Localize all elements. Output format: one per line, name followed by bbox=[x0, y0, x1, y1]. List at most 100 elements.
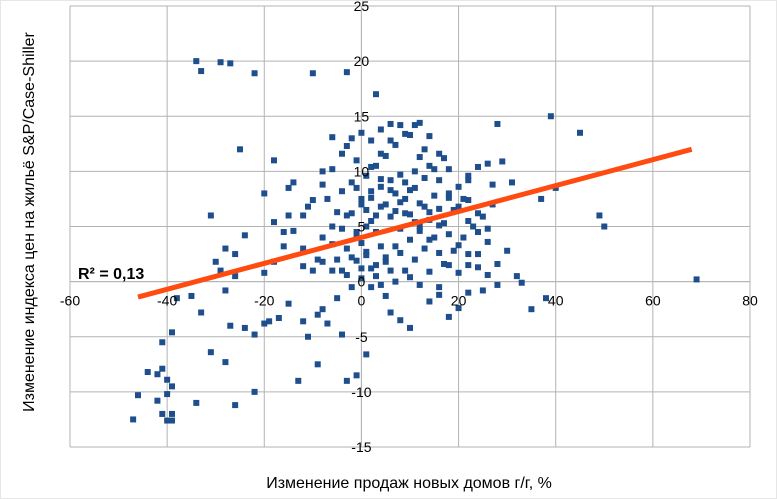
scatter-point bbox=[426, 236, 433, 243]
scatter-point bbox=[227, 60, 234, 67]
scatter-point bbox=[314, 256, 321, 263]
y-tick-label: -10 bbox=[351, 384, 371, 400]
scatter-point bbox=[387, 177, 394, 184]
scatter-point bbox=[154, 397, 161, 404]
y-tick-label: 0 bbox=[358, 274, 366, 290]
scatter-point bbox=[207, 212, 214, 219]
scatter-point bbox=[319, 258, 326, 265]
scatter-point bbox=[368, 188, 375, 195]
scatter-point bbox=[319, 234, 326, 241]
scatter-point bbox=[426, 133, 433, 140]
scatter-point bbox=[285, 184, 292, 191]
x-tick-label: 80 bbox=[742, 293, 758, 309]
scatter-point bbox=[421, 203, 428, 210]
scatter-point bbox=[455, 203, 462, 210]
scatter-point bbox=[368, 137, 375, 144]
scatter-point bbox=[693, 276, 700, 283]
y-tick-label: 10 bbox=[354, 163, 370, 179]
scatter-point bbox=[377, 243, 384, 250]
scatter-point bbox=[164, 417, 171, 424]
y-tick-label: 20 bbox=[354, 53, 370, 69]
scatter-point bbox=[484, 238, 491, 245]
scatter-point bbox=[319, 181, 326, 188]
scatter-point bbox=[465, 251, 472, 258]
scatter-point bbox=[339, 188, 345, 195]
scatter-point bbox=[368, 265, 375, 272]
scatter-point bbox=[596, 212, 603, 219]
scatter-point bbox=[135, 392, 141, 399]
scatter-point bbox=[275, 315, 282, 322]
scatter-point bbox=[251, 70, 258, 77]
scatter-point bbox=[373, 91, 379, 98]
scatter-point bbox=[169, 383, 175, 390]
tick-labels: -60 -40 -20 0 20 40 60 80 -15 -10 -5 0 5 10 15 20 25 bbox=[60, 0, 758, 455]
scatter-point bbox=[445, 190, 452, 197]
scatter-point bbox=[382, 254, 389, 261]
scatter-point bbox=[222, 245, 229, 252]
scatter-point bbox=[217, 59, 224, 66]
scatter-point bbox=[358, 275, 365, 282]
scatter-point bbox=[358, 265, 365, 272]
scatter-point bbox=[528, 306, 535, 313]
scatter-point bbox=[212, 258, 219, 265]
scatter-point bbox=[309, 197, 316, 204]
scatter-point bbox=[353, 257, 360, 264]
scatter-point bbox=[392, 243, 399, 250]
scatter-point bbox=[353, 229, 360, 236]
scatter-point bbox=[387, 120, 394, 127]
scatter-point bbox=[319, 168, 326, 175]
scatter-point bbox=[411, 168, 418, 175]
scatter-point bbox=[421, 245, 428, 252]
scatter-point bbox=[426, 268, 433, 275]
scatter-point bbox=[392, 278, 399, 285]
scatter-point bbox=[470, 223, 477, 230]
scatter-point bbox=[397, 249, 404, 256]
scatter-point bbox=[416, 119, 423, 126]
scatter-point bbox=[479, 287, 486, 294]
scatter-point bbox=[450, 206, 457, 213]
scatter-point bbox=[207, 349, 214, 356]
scatter-point bbox=[343, 69, 350, 76]
scatter-point bbox=[509, 179, 515, 186]
scatter-point bbox=[188, 292, 195, 299]
scatter-point bbox=[445, 166, 452, 173]
scatter-point bbox=[475, 210, 481, 217]
axes bbox=[70, 6, 750, 447]
scatter-point bbox=[382, 201, 389, 208]
scatter-point bbox=[460, 195, 467, 202]
scatter-point bbox=[484, 225, 491, 232]
scatter-point bbox=[387, 187, 394, 194]
scatter-point bbox=[339, 267, 345, 274]
scatter-point bbox=[377, 176, 384, 183]
scatter-point bbox=[407, 131, 413, 138]
r-squared-annotation: R² = 0,13 bbox=[78, 266, 144, 283]
scatter-point bbox=[353, 372, 360, 379]
scatter-point bbox=[601, 223, 608, 230]
scatter-point bbox=[436, 222, 443, 229]
scatter-point bbox=[241, 324, 248, 331]
scatter-point bbox=[373, 262, 379, 269]
scatter-point bbox=[368, 163, 375, 170]
scatter-point bbox=[455, 242, 462, 249]
scatter-point bbox=[426, 298, 433, 305]
scatter-point bbox=[285, 212, 292, 219]
scatter-point bbox=[271, 219, 277, 226]
scatter-point bbox=[436, 177, 443, 184]
x-tick-label: 20 bbox=[451, 293, 467, 309]
scatter-point bbox=[499, 158, 506, 165]
scatter-point bbox=[373, 273, 379, 280]
scatter-point bbox=[504, 247, 511, 254]
scatter-point bbox=[290, 179, 297, 186]
scatter-point bbox=[392, 208, 399, 215]
scatter-point bbox=[445, 313, 452, 320]
x-tick-label: 0 bbox=[358, 293, 366, 309]
scatter-point bbox=[475, 163, 481, 170]
y-tick-label: 25 bbox=[354, 0, 370, 14]
scatter-point bbox=[130, 416, 137, 423]
scatter-point bbox=[300, 245, 307, 252]
scatter-point bbox=[169, 417, 175, 424]
scatter-point bbox=[484, 160, 491, 167]
scatter-point bbox=[450, 247, 457, 254]
scatter-point bbox=[431, 192, 438, 199]
scatter-point bbox=[387, 309, 394, 316]
